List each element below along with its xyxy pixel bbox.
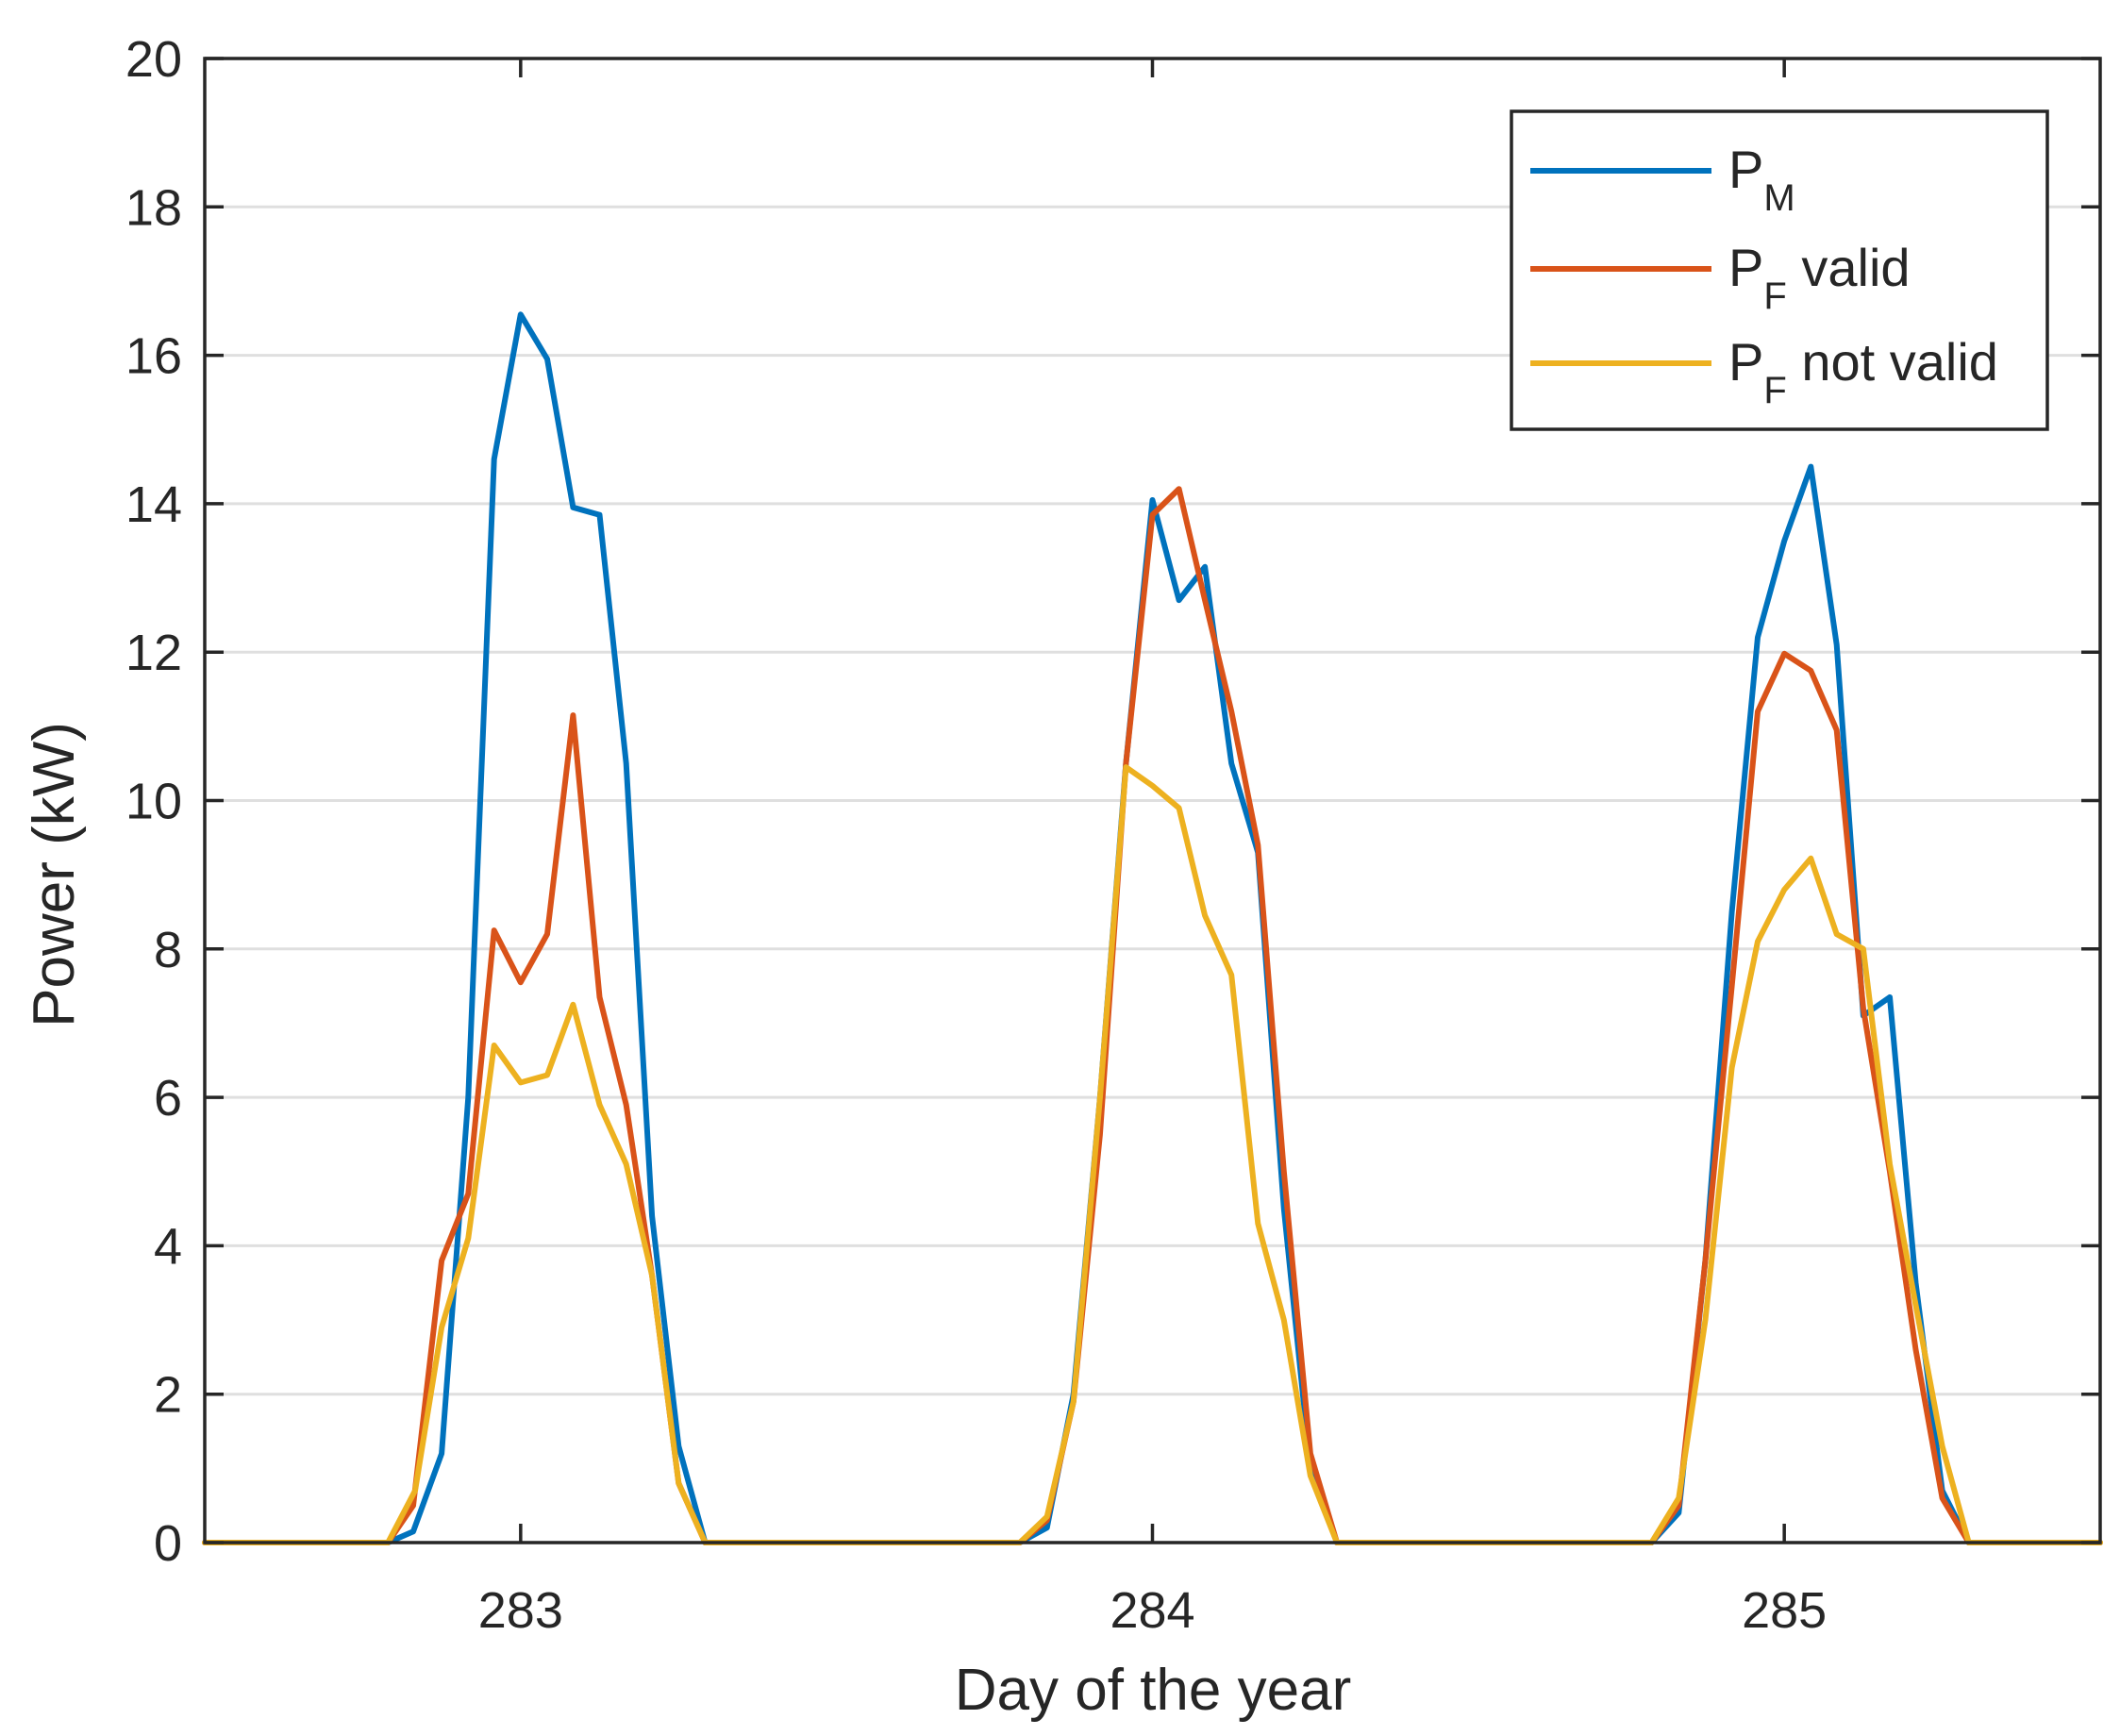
tick-marks (205, 57, 2100, 1544)
x-tick-label: 285 (1742, 1582, 1827, 1639)
y-tick-label: 16 (125, 328, 182, 385)
x-axis-label: Day of the year (955, 1658, 1351, 1723)
y-tick-label: 18 (125, 179, 182, 236)
data-series (202, 311, 2103, 1545)
y-tick-label: 2 (154, 1367, 182, 1424)
x-tick-label: 284 (1110, 1582, 1194, 1639)
tick-labels: 0 2 4 6 8 10 12 14 16 18 20 283 284 285 (125, 31, 1827, 1639)
legend: PM PF valid PF not valid (1510, 109, 2049, 431)
y-tick-label: 6 (154, 1070, 182, 1127)
y-tick-label: 10 (125, 774, 182, 830)
series-line-1 (202, 311, 2103, 1545)
y-tick-label: 8 (154, 922, 182, 978)
y-axis-label: Power (kW) (22, 722, 87, 1027)
series-line-2 (202, 486, 2103, 1545)
legend-label-1: PM (1728, 140, 1795, 219)
legend-label-2: PF valid (1728, 238, 1911, 317)
legend-label-3: PF not valid (1728, 332, 1998, 411)
y-tick-label: 20 (125, 31, 182, 88)
y-tick-label: 12 (125, 625, 182, 681)
y-tick-label: 4 (154, 1218, 182, 1275)
x-tick-label: 283 (478, 1582, 563, 1639)
series-line-3 (202, 764, 2103, 1545)
y-tick-label: 0 (154, 1515, 182, 1572)
grid-lines (205, 205, 2100, 1396)
y-tick-label: 14 (125, 476, 182, 533)
